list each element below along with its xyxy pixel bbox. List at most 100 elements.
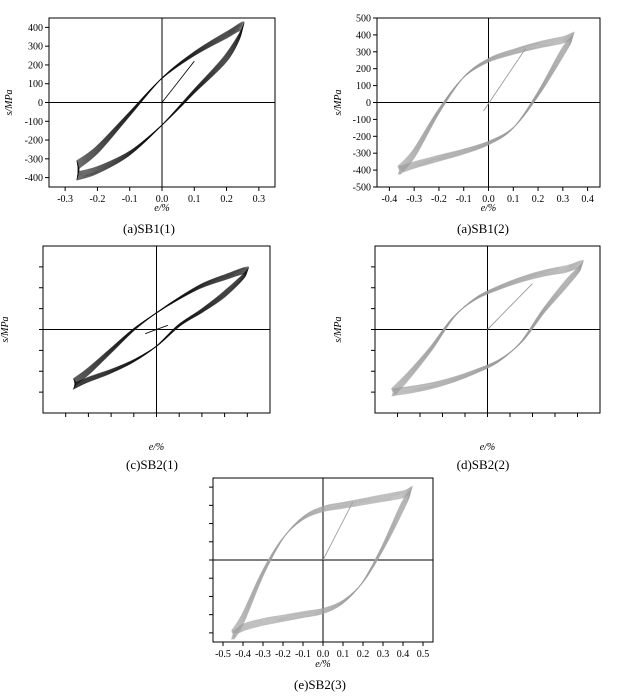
hysteresis-loop-curve (76, 22, 245, 180)
hysteresis-loop-curve (77, 26, 243, 176)
hysteresis-loop-curve (398, 32, 575, 174)
y-tick-label: 400 (28, 23, 43, 34)
x-tick-label: -0.4 (235, 649, 251, 660)
y-tick-label: -300 (353, 149, 371, 160)
y-tick-label: -100 (353, 115, 371, 126)
chart-panel-e-sb2-3: -0.5 -0.4 -0.3 -0.2 -0.1 0.0 0.1 0.2 0.3 0.4 0.5 e/… (209, 477, 434, 692)
hysteresis-loop-curve (390, 267, 581, 389)
y-axis-label: s/MPa (0, 316, 11, 342)
hysteresis-loop-curve (391, 266, 582, 390)
x-tick-label: 0.0 (482, 194, 495, 205)
x-tick-label: 0.0 (156, 194, 169, 205)
x-axis-label: e/% (154, 203, 170, 214)
y-tick-label: -400 (25, 173, 43, 184)
y-tick-label: 0 (366, 98, 371, 109)
y-axis-label: s/MPa (4, 89, 15, 115)
x-tick-label: 0.1 (507, 194, 520, 205)
x-tick-label: -0.3 (57, 194, 73, 205)
hysteresis-loop-curve (398, 37, 573, 170)
chart-panel-d-sb2-2: e/% s/MPa (d)SB2(2) (333, 245, 601, 472)
initial-loading-curve (487, 283, 533, 330)
y-tick-label: -200 (353, 132, 371, 143)
hysteresis-loop-curve (76, 29, 242, 173)
hysteresis-loop-curve (76, 22, 245, 180)
y-tick-label: -100 (25, 117, 43, 128)
initial-loading-curve (161, 60, 195, 103)
hysteresis-loop-curve (397, 32, 575, 174)
y-tick-label: 0 (38, 98, 43, 109)
hysteresis-loop-curve (77, 25, 244, 177)
hysteresis-loop-curve (397, 38, 573, 169)
y-tick-label: -500 (353, 183, 371, 194)
initial-loading-curve (322, 501, 354, 561)
y-tick-label: -200 (25, 136, 43, 147)
y-tick-label: -400 (353, 166, 371, 177)
hysteresis-loop-curve (391, 266, 582, 391)
hysteresis-loop-curve (77, 24, 244, 178)
x-tick-label: 0.2 (532, 194, 545, 205)
x-tick-label: 0.3 (557, 194, 570, 205)
hysteresis-loop-curve (77, 27, 243, 175)
x-tick-label: -0.3 (255, 649, 271, 660)
x-tick-label: -0.3 (406, 194, 422, 205)
hysteresis-loop-group (390, 259, 584, 397)
hysteresis-loop-curve (397, 31, 575, 175)
hysteresis-loop-curve (397, 38, 573, 168)
hysteresis-loop-curve (77, 26, 243, 176)
x-tick-label: -0.4 (381, 194, 397, 205)
x-tick-label: 0.1 (337, 649, 350, 660)
x-tick-label: 0.4 (397, 649, 410, 660)
hysteresis-loop-curve (397, 39, 572, 167)
x-tick-label: 0.3 (377, 649, 390, 660)
initial-loading-curve (483, 48, 527, 112)
x-axis-label: e/% (149, 442, 165, 453)
hysteresis-loop-curve (77, 25, 244, 178)
panel-caption: (c)SB2(1) (126, 457, 178, 472)
chart-panel-a-sb1-2: -0.4 -0.3 -0.2 -0.1 0.0 0.1 0.2 0.3 0.4 -500 -400 -… (333, 14, 601, 236)
x-tick-label: -0.1 (456, 194, 472, 205)
hysteresis-loop-curve (76, 29, 243, 173)
panel-caption: (d)SB2(2) (457, 457, 510, 472)
hysteresis-loop-curve (76, 28, 243, 174)
hysteresis-loop-curve (391, 259, 584, 397)
hysteresis-loop-curve (76, 23, 244, 179)
y-tick-label: 300 (356, 47, 371, 58)
hysteresis-loop-curve (397, 37, 573, 169)
hysteresis-loop-curve (230, 485, 413, 640)
panel-caption: (a)SB1(1) (123, 221, 175, 236)
x-tick-label: -0.1 (295, 649, 311, 660)
hysteresis-loop-curve (76, 23, 244, 179)
y-tick-label: 200 (28, 60, 43, 71)
y-tick-label: 500 (356, 14, 371, 25)
hysteresis-loop-curve (397, 39, 572, 167)
y-tick-label: 200 (356, 64, 371, 75)
x-tick-label: 0.2 (220, 194, 233, 205)
hysteresis-loop-curve (398, 33, 574, 173)
y-tick-label: 400 (356, 30, 371, 41)
x-tick-label: -0.5 (215, 649, 231, 660)
hysteresis-loop-group (76, 21, 245, 181)
x-tick-label: 0.2 (357, 649, 370, 660)
x-tick-label: 0.4 (581, 194, 594, 205)
x-tick-label: -0.2 (275, 649, 291, 660)
x-tick-label: 0.5 (417, 649, 430, 660)
x-tick-label: 0.0 (317, 649, 330, 660)
x-axis-label: e/% (315, 659, 331, 670)
hysteresis-loop-curve (391, 265, 582, 391)
chart-panel-a-sb1-1: -0.3 -0.2 -0.1 0.0 0.1 0.2 0.3 -400 -300 -200 -100… (4, 17, 276, 236)
x-axis-label: e/% (480, 442, 496, 453)
x-tick-label: -0.2 (90, 194, 106, 205)
hysteresis-loop-curve (77, 28, 243, 175)
hysteresis-loop-group (397, 31, 575, 175)
hysteresis-loop-curve (398, 33, 574, 173)
x-axis-label: e/% (481, 203, 497, 214)
hysteresis-loop-curve (399, 35, 574, 171)
panel-caption: (e)SB2(3) (294, 677, 346, 692)
x-tick-label: -0.2 (431, 194, 447, 205)
initial-loading-curve (145, 324, 169, 335)
hysteresis-loop-curve (72, 266, 250, 391)
x-tick-label: -0.1 (122, 194, 138, 205)
panel-caption: (a)SB1(2) (457, 221, 509, 236)
hysteresis-loop-group (72, 266, 250, 391)
